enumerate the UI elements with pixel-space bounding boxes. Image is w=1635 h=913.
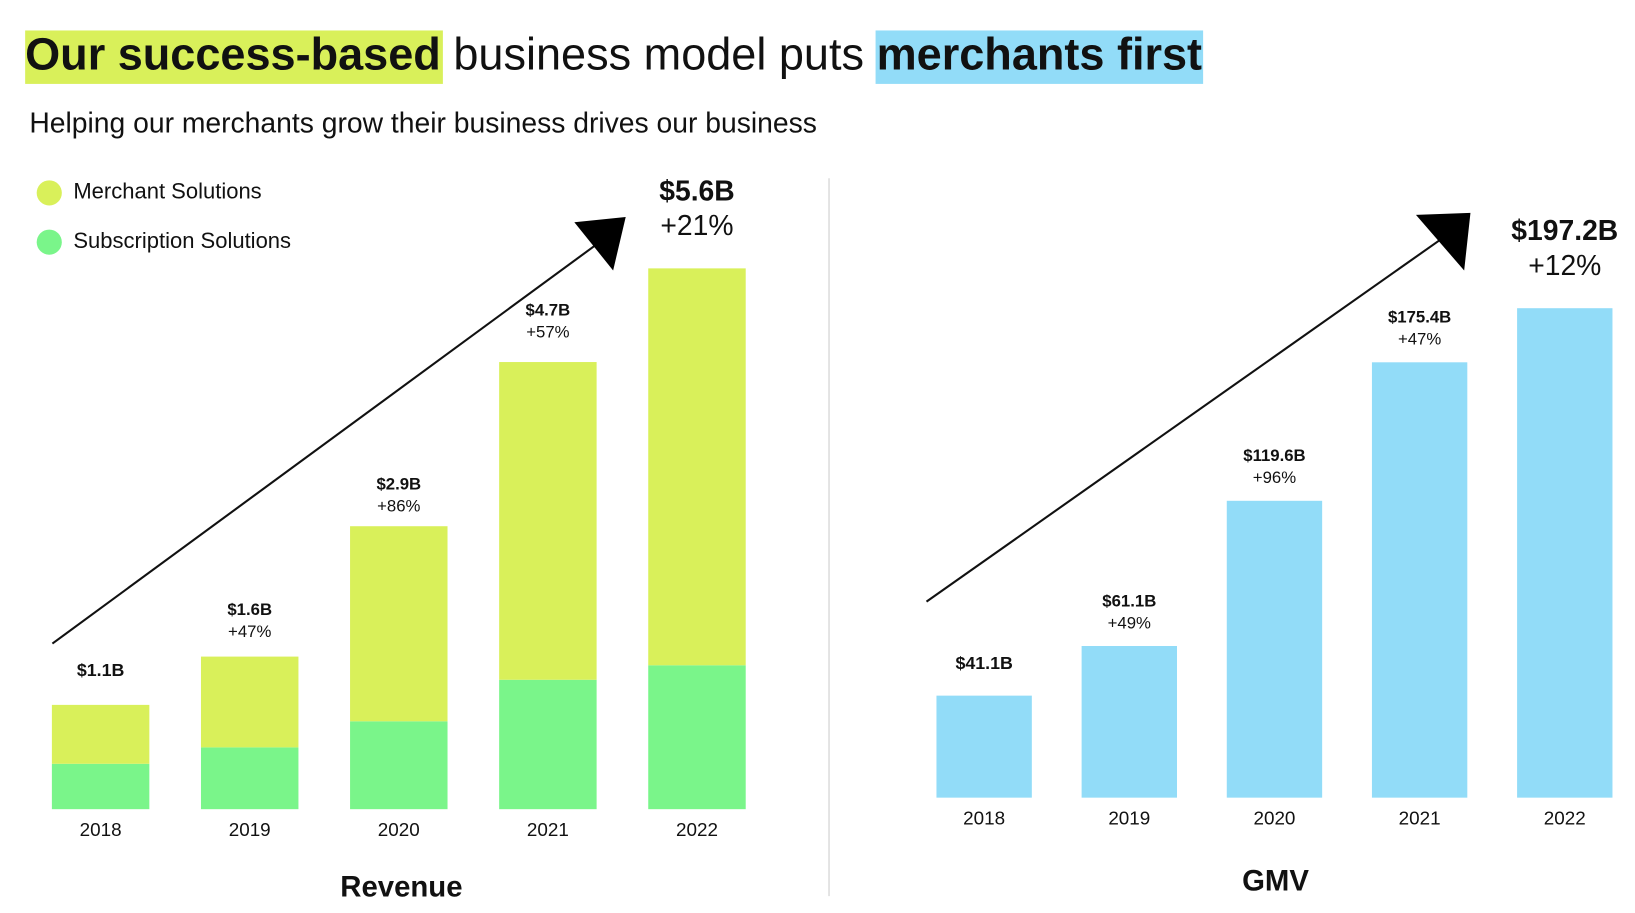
bar-segment [200,656,299,748]
x-tick-label: 2019 [229,819,271,840]
bar-segment [350,721,448,810]
subtitle: Helping our merchants grow their busines… [29,106,817,138]
bar-segment [499,679,597,810]
legend-swatch [36,229,62,255]
value-label: $197.2B [1511,214,1618,246]
growth-label: +21% [660,209,733,241]
growth-label: +47% [1398,330,1441,349]
x-tick-label: 2022 [1544,808,1586,829]
growth-label: +12% [1528,249,1601,281]
x-tick-label: 2020 [378,819,420,840]
bar [1081,645,1177,798]
bar [1371,362,1468,798]
legend-label: Merchant Solutions [73,179,261,204]
growth-label: +96% [1253,468,1296,487]
bar [1517,308,1613,798]
value-label: $2.9B [376,475,421,494]
x-tick-label: 2018 [963,808,1005,829]
arrow-head [574,217,626,271]
growth-label: +47% [228,622,271,641]
trend-arrow [51,244,596,645]
bar-segment [499,362,597,680]
bar-segment [350,526,448,722]
highlight [25,30,443,84]
title-part: Our success-based [25,29,441,80]
x-tick-label: 2022 [676,819,718,840]
growth-label: +57% [526,323,569,342]
title-part: business model puts [453,29,864,80]
value-label: $4.7B [526,301,571,320]
x-tick-label: 2019 [1108,808,1150,829]
trend-arrow [925,236,1445,603]
chart-title: GMV [1242,864,1309,897]
title-highlights [25,30,1204,84]
bar [1226,500,1323,798]
value-label: $41.1B [955,653,1013,673]
value-label: $1.6B [227,600,272,619]
bar-segment [200,747,299,810]
growth-label: +49% [1108,613,1151,632]
bar [936,695,1032,798]
x-tick-label: 2018 [80,819,122,840]
highlight [875,30,1204,84]
x-tick-label: 2021 [527,819,569,840]
value-label: $1.1B [77,660,125,680]
title-part: merchants first [877,29,1202,80]
value-label: $5.6B [659,174,734,206]
x-tick-label: 2021 [1399,808,1441,829]
x-tick-label: 2020 [1253,808,1295,829]
bar-segment [648,268,746,666]
bar-segment [51,704,150,764]
growth-label: +86% [377,497,420,516]
bar-segment [648,665,746,810]
legend-label: Subscription Solutions [73,228,291,253]
value-label: $175.4B [1388,308,1451,327]
value-label: $61.1B [1102,591,1156,610]
chart-title: Revenue [340,871,462,904]
value-label: $119.6B [1243,446,1305,465]
arrow-head [1415,212,1471,271]
bar-segment [51,763,150,810]
legend-swatch [36,180,62,206]
